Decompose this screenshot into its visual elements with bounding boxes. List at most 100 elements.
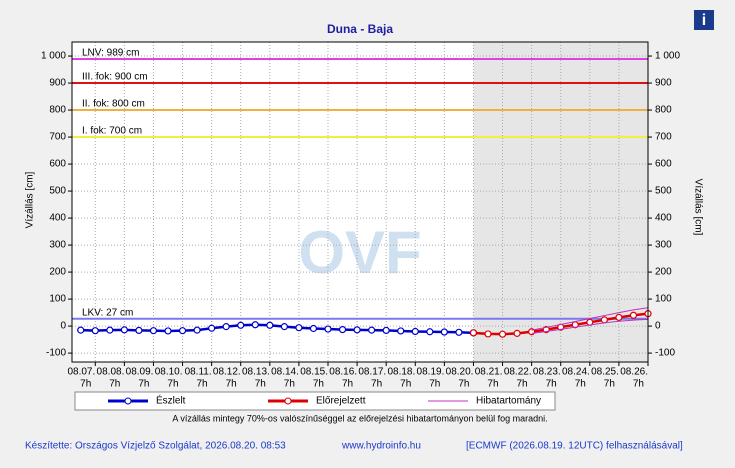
x-tick-label: 08.15.: [300, 367, 328, 378]
point: [178, 327, 187, 335]
level-label: LKV: 27 cm: [82, 307, 133, 318]
point: [382, 326, 390, 335]
legend-label: Hibatartomány: [476, 396, 541, 407]
x-tick-label: 08.23.: [533, 367, 561, 378]
x-tick-hour: 7h: [371, 379, 382, 390]
point: [484, 330, 492, 338]
point: [135, 326, 143, 335]
x-tick-hour: 7h: [458, 379, 469, 390]
x-tick-hour: 7h: [429, 379, 440, 390]
footer-url[interactable]: www.hydroinfo.hu: [341, 441, 421, 452]
point: [251, 321, 259, 329]
x-tick-label: 08.18.: [387, 367, 415, 378]
y-tick-label: 0: [60, 321, 66, 332]
x-tick-hour: 7h: [487, 379, 498, 390]
y2-tick-label: 1 000: [655, 51, 680, 62]
point: [426, 328, 434, 336]
y-tick-label: 700: [49, 132, 66, 143]
series-line: [80, 323, 474, 335]
plot-border: [71, 41, 649, 363]
x-tick-label: 08.22.: [504, 367, 532, 378]
y2-tick-label: -100: [655, 348, 675, 359]
x-tick-hour: 7h: [167, 379, 178, 390]
point: [237, 321, 245, 329]
point: [455, 328, 463, 336]
note: A vízállás mintegy 70%-os valószínűségge…: [172, 413, 547, 423]
y2-tick-label: 800: [655, 105, 672, 116]
y-axis-label: Vízállás [cm]: [25, 171, 36, 228]
y-tick-label: 1 000: [41, 51, 66, 62]
y2-tick-label: 500: [655, 186, 672, 197]
x-tick-hour: 7h: [284, 379, 295, 390]
y2-tick-label: 600: [655, 159, 672, 170]
x-tick-label: 08.11.: [185, 367, 212, 378]
watermark: OVF: [298, 219, 421, 286]
x-tick-label: 08.26.: [620, 367, 648, 378]
point: [193, 326, 201, 334]
legend-marker: [284, 397, 292, 405]
point: [77, 326, 85, 334]
level-label: I. fok: 700 cm: [82, 126, 142, 137]
point: [208, 324, 216, 332]
y-tick-label: 100: [49, 294, 66, 305]
x-tick-hour: 7h: [80, 379, 91, 390]
x-tick-label: 08.25.: [591, 367, 619, 378]
legend-label: Előrejelzett: [316, 396, 366, 407]
point: [120, 326, 128, 334]
y-tick-label: 200: [49, 267, 66, 278]
point: [368, 326, 376, 334]
x-tick-label: 08.24.: [562, 367, 590, 378]
point: [324, 325, 332, 333]
point: [513, 329, 521, 337]
x-tick-hour: 7h: [109, 379, 120, 390]
point: [629, 311, 638, 319]
y-tick-label: 900: [49, 78, 66, 89]
x-tick-hour: 7h: [138, 379, 149, 390]
legend-marker: [124, 397, 132, 405]
info-icon[interactable]: i: [694, 10, 714, 30]
x-tick-hour: 7h: [633, 379, 644, 390]
series-line: [531, 318, 649, 334]
point: [397, 327, 405, 335]
x-tick-label: 08.19.: [417, 367, 445, 378]
point: [309, 324, 318, 333]
level-label: II. fok: 800 cm: [82, 99, 145, 110]
footer-author: Készítette: Országos Vízjelző Szolgálat,…: [25, 441, 286, 452]
point: [164, 327, 172, 335]
svg-text:i: i: [702, 12, 706, 29]
y2-tick-label: 100: [655, 294, 672, 305]
x-tick-label: 08.07.: [67, 367, 95, 378]
x-tick-hour: 7h: [604, 379, 615, 390]
y2-tick-label: 200: [655, 267, 672, 278]
x-tick-hour: 7h: [226, 379, 237, 390]
x-tick-label: 08.21.: [475, 367, 503, 378]
point: [498, 330, 507, 338]
point: [440, 328, 448, 336]
y-tick-label: 300: [49, 240, 66, 251]
x-tick-label: 08.16.: [329, 367, 357, 378]
point: [149, 327, 158, 335]
x-tick-label: 08.10.: [155, 367, 183, 378]
y-tick-label: 800: [49, 105, 66, 116]
x-tick-hour: 7h: [546, 379, 557, 390]
point: [615, 313, 623, 322]
x-tick-label: 08.08.: [97, 367, 125, 378]
x-tick-label: 08.17.: [358, 367, 386, 378]
footer-source: [ECMWF (2026.08.19. 12UTC) felhasználásá…: [466, 441, 683, 452]
y2-axis-label: Vízállás [cm]: [692, 179, 703, 236]
x-tick-label: 08.13.: [242, 367, 270, 378]
point: [280, 323, 288, 331]
y2-tick-label: 400: [655, 213, 672, 224]
x-tick-hour: 7h: [575, 379, 586, 390]
point: [106, 326, 114, 334]
series-line: [531, 307, 649, 331]
y2-tick-label: 0: [655, 321, 661, 332]
x-tick-label: 08.14.: [271, 367, 299, 378]
x-tick-hour: 7h: [197, 379, 208, 390]
point: [338, 325, 347, 334]
point: [266, 321, 274, 329]
point: [295, 324, 303, 332]
x-tick-hour: 7h: [313, 379, 324, 390]
y2-tick-label: 900: [655, 78, 672, 89]
